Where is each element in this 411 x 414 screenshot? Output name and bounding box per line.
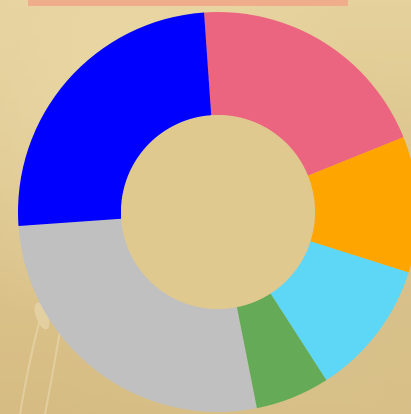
donut-center-hole: [121, 115, 315, 309]
donut-slice-5: [18, 218, 257, 412]
donut-slice-4: [236, 293, 327, 409]
top-accent-strip: [28, 0, 348, 6]
donut-slice-1: [204, 11, 404, 176]
donut-slice-6: [18, 12, 212, 226]
donut-slice-3: [270, 241, 409, 381]
donut-slice-2: [307, 137, 411, 273]
